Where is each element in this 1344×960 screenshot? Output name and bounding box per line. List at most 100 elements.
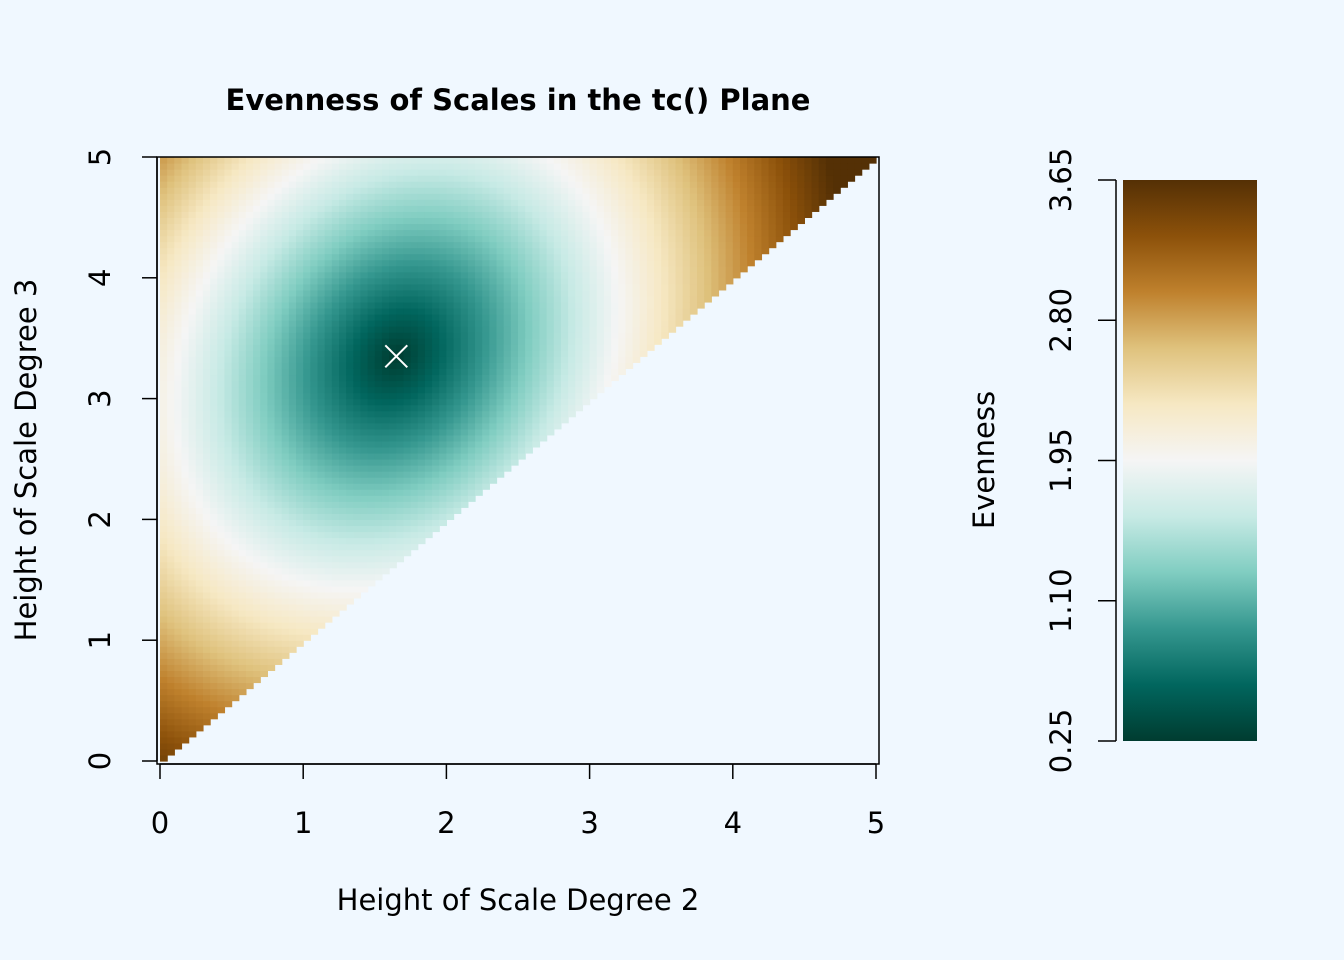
heatmap-cell [424, 187, 433, 194]
heatmap-cell [253, 416, 261, 424]
heatmap-cell [539, 289, 548, 297]
heatmap-cell [317, 247, 326, 255]
heatmap-cell [339, 501, 347, 508]
heatmap-cell [195, 205, 204, 212]
heatmap-cell [396, 495, 405, 502]
heatmap-cell [539, 344, 548, 351]
heatmap-cell [346, 501, 354, 508]
heatmap-cell [353, 561, 362, 569]
heatmap-cell [646, 314, 655, 321]
heatmap-cell [181, 169, 190, 176]
heatmap-cell [532, 265, 541, 273]
heatmap-cell [381, 374, 390, 382]
heatmap-cell [618, 157, 626, 164]
heatmap-cell [367, 301, 376, 309]
heatmap-cell [417, 440, 426, 448]
heatmap-cell [639, 265, 648, 273]
heatmap-cell [453, 452, 462, 460]
heatmap-cell [432, 332, 440, 339]
heatmap-cell [439, 398, 447, 406]
heatmap-cell [518, 193, 526, 200]
heatmap-cell [625, 356, 634, 363]
heatmap-cell [374, 295, 383, 303]
heatmap-cell [317, 205, 326, 212]
heatmap-cell [732, 229, 741, 237]
heatmap-cell [346, 428, 354, 436]
heatmap-cell [460, 459, 469, 466]
heatmap-cell [353, 356, 362, 363]
heatmap-cell [346, 350, 354, 357]
heatmap-cell [389, 362, 397, 369]
heatmap-cell [267, 169, 276, 176]
heatmap-cell [188, 706, 197, 714]
heatmap-cell [310, 175, 319, 182]
heatmap-cell [210, 495, 218, 502]
heatmap-cell [525, 247, 533, 255]
heatmap-cell [582, 181, 591, 188]
heatmap-cell [518, 217, 526, 225]
heatmap-cell [367, 338, 376, 345]
heatmap-cell [697, 289, 705, 297]
heatmap-cell [482, 392, 490, 400]
heatmap-cell [496, 392, 505, 400]
heatmap-cell [589, 277, 598, 285]
heatmap-cell [210, 658, 218, 665]
heatmap-cell [460, 416, 469, 424]
heatmap-cell [697, 283, 705, 291]
heatmap-cell [611, 211, 619, 218]
heatmap-cell [167, 223, 175, 231]
heatmap-cell [747, 175, 755, 182]
heatmap-cell [288, 205, 297, 212]
heatmap-cell [181, 616, 190, 623]
heatmap-cell [654, 320, 662, 327]
heatmap-cell [374, 555, 383, 563]
heatmap-cell [288, 616, 297, 623]
heatmap-cell [603, 326, 612, 333]
heatmap-cell [503, 211, 512, 218]
heatmap-cell [424, 465, 433, 472]
heatmap-cell [324, 247, 333, 255]
heatmap-cell [689, 163, 698, 170]
heatmap-cell [432, 344, 440, 351]
heatmap-cell [296, 616, 304, 623]
heatmap-cell [424, 386, 433, 394]
heatmap-cell [296, 537, 304, 545]
heatmap-cell [546, 404, 555, 412]
heatmap-cell [217, 694, 226, 702]
heatmap-cell [188, 187, 197, 194]
heatmap-cell [697, 259, 705, 267]
heatmap-cell [160, 652, 168, 659]
heatmap-cell [403, 362, 412, 369]
heatmap-cell [231, 628, 240, 635]
heatmap-cell [288, 223, 297, 231]
heatmap-cell [403, 446, 412, 454]
heatmap-cell [160, 664, 168, 671]
heatmap-cell [553, 362, 562, 369]
heatmap-cell [346, 597, 354, 605]
heatmap-cell [324, 573, 333, 581]
heatmap-cell [188, 489, 197, 496]
heatmap-cell [224, 308, 233, 315]
heatmap-cell [374, 277, 383, 285]
heatmap-cell [217, 700, 226, 708]
heatmap-cell [174, 157, 183, 164]
heatmap-cell [711, 169, 720, 176]
heatmap-cell [446, 483, 455, 490]
heatmap-cell [467, 465, 476, 472]
heatmap-cell [310, 531, 319, 539]
heatmap-cell [611, 187, 619, 194]
heatmap-cell [632, 259, 641, 267]
heatmap-cell [518, 380, 526, 388]
heatmap-cell [202, 308, 211, 315]
heatmap-cell [288, 640, 297, 647]
heatmap-cell [353, 344, 362, 351]
heatmap-cell [188, 392, 197, 400]
heatmap-cell [439, 392, 447, 400]
heatmap-cell [711, 259, 720, 267]
heatmap-cell [360, 205, 369, 212]
heatmap-cell [460, 289, 469, 297]
heatmap-cell [210, 706, 218, 714]
heatmap-cell [281, 446, 290, 454]
heatmap-cell [339, 422, 347, 430]
heatmap-cell [253, 253, 261, 261]
